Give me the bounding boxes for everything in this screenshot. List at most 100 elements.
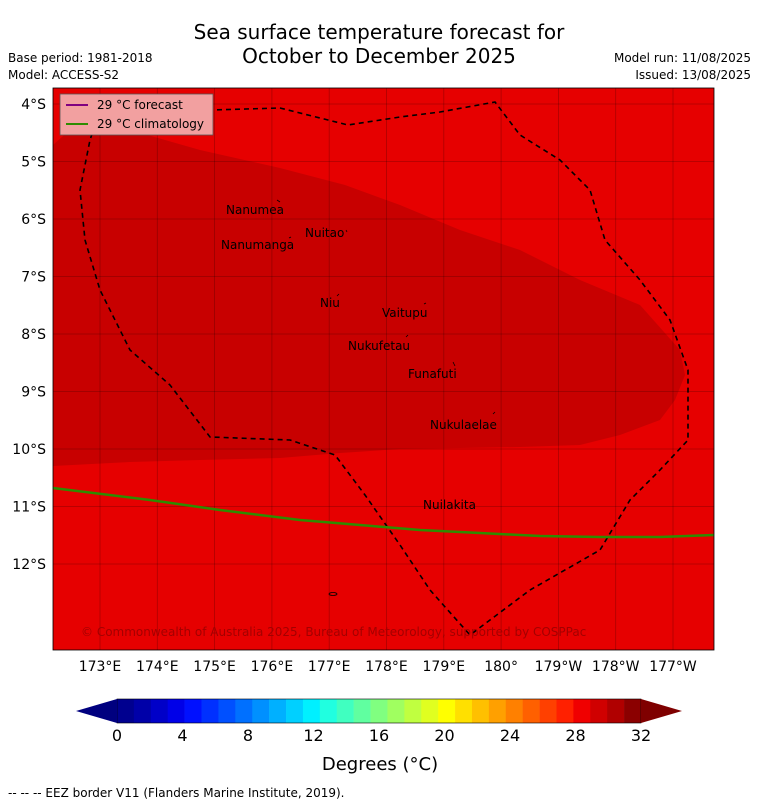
colorbar-cell: [201, 699, 219, 723]
island-label: Nuilakita: [423, 498, 476, 512]
colorbar-cell: [252, 699, 270, 723]
lon-tick-label: 180°: [484, 659, 518, 675]
lon-tick-label: 177°W: [649, 659, 697, 675]
island-label: Nuitao: [305, 226, 344, 240]
colorbar-cell: [387, 699, 405, 723]
colorbar-cell: [624, 699, 642, 723]
colorbar-cell: [404, 699, 422, 723]
colorbar-tick-label: 16: [369, 726, 389, 745]
island-marker-nukulaelae: [492, 411, 496, 415]
colorbar-label: Degrees (°C): [322, 754, 438, 775]
colorbar-under-arrow: [76, 699, 117, 723]
colorbar-cell: [421, 699, 439, 723]
lon-tick-label: 178°E: [365, 659, 408, 675]
colorbar-tick-label: 12: [303, 726, 323, 745]
forecast-legend-label: 29 °C forecast: [97, 98, 183, 112]
model-name: Model: ACCESS-S2: [8, 68, 120, 82]
colorbar-cell: [269, 699, 287, 723]
colorbar-cell: [471, 699, 490, 723]
colorbar-cell: [184, 699, 202, 723]
gridlines: [53, 88, 714, 650]
lon-tick-label: 177°E: [308, 659, 351, 675]
lat-tick-label: 9°S: [21, 385, 46, 401]
colorbar-cell: [336, 699, 354, 723]
colorbar-tick-label: 20: [434, 726, 454, 745]
colorbar-cell: [302, 699, 321, 723]
lat-tick-label: 11°S: [12, 500, 46, 516]
colorbar-cell: [218, 699, 236, 723]
lon-tick-label: 179°E: [423, 659, 466, 675]
lat-tick-label: 4°S: [21, 97, 46, 113]
colorbar-tick-label: 28: [565, 726, 585, 745]
colorbar-cell: [235, 699, 253, 723]
colorbar-cells: [116, 698, 642, 724]
colorbar-cell: [167, 699, 185, 723]
colorbar-tick-label: 8: [243, 726, 253, 745]
lat-tick-label: 7°S: [21, 270, 46, 286]
copyright-notice: © Commonwealth of Australia 2025, Bureau…: [81, 625, 586, 639]
island-label: Nanumea: [226, 203, 284, 217]
eez-border: [79, 101, 689, 637]
colorbar-over-arrow: [641, 699, 682, 723]
island-label: Nukufetau: [348, 339, 410, 353]
map-frame: [52, 87, 715, 651]
island-marker-vaitupu: [423, 302, 427, 305]
island-marker-reef: [328, 592, 338, 596]
legend-box: [59, 93, 214, 136]
lat-tick-label: 6°S: [21, 212, 46, 228]
meta-right: Model run: 11/08/2025 Issued: 13/08/2025: [614, 50, 751, 84]
warm-zone-region: [53, 112, 685, 466]
island-label: Funafuti: [408, 367, 457, 381]
title-line-1: Sea surface temperature forecast for: [193, 20, 565, 44]
island-marker-nanumea: [276, 199, 281, 203]
colorbar-cell: [286, 699, 304, 723]
colorbar-cell: [353, 699, 371, 723]
colorbar-cell: [150, 699, 169, 723]
lat-tick-label: 12°S: [12, 557, 46, 573]
island-label: Nanumanga: [221, 238, 294, 252]
model-run: Model run: 11/08/2025: [613, 51, 751, 65]
colorbar-cell: [370, 699, 388, 723]
lon-tick-label: 179°W: [535, 659, 583, 675]
lat-tick-label: 5°S: [21, 155, 46, 171]
colorbar-cell: [455, 699, 473, 723]
lat-tick-label: 10°S: [12, 442, 46, 458]
lon-tick-label: 178°W: [592, 659, 640, 675]
lon-tick-label: 175°E: [193, 659, 236, 675]
island-marker-nanumanga: [288, 236, 292, 239]
colorbar-cell: [488, 699, 507, 723]
map-legend: 29 °C forecast 29 °C climatology: [59, 93, 214, 136]
title-line-2: October to December 2025: [242, 44, 516, 68]
colorbar-cell: [590, 699, 608, 723]
island-marker-funafuti: [452, 361, 456, 367]
colorbar-cell: [133, 699, 152, 723]
lon-tick-label: 174°E: [136, 659, 179, 675]
colorbar-cell: [539, 699, 557, 723]
island-marker-niu: [336, 293, 340, 297]
colorbar-tick-label: 32: [631, 726, 651, 745]
island-label: Vaitupu: [382, 306, 428, 320]
map-title: Sea surface temperature forecast for Oct…: [0, 20, 758, 68]
colorbar-cell: [438, 699, 456, 723]
island-marker-nukufetau: [405, 334, 409, 338]
colorbar-cell: [556, 699, 574, 723]
longitude-labels: 173°E 174°E 175°E 176°E 177°E 178°E 179°E 180° 1…: [79, 659, 697, 675]
map-panel: Nanumea Nuitao Nanumanga Niu Vaitupu Nuk…: [52, 87, 715, 651]
island-label: Niu: [320, 296, 340, 310]
footer-note: -- -- -- EEZ border V11 (Flanders Marine…: [8, 786, 345, 800]
meta-left: Base period: 1981-2018 Model: ACCESS-S2: [8, 50, 153, 84]
latitude-labels: 4°S 5°S 6°S 7°S 8°S 9°S 10°S 11°S 12°S: [12, 97, 46, 573]
island-label: Nukulaelae: [430, 418, 497, 432]
climatology-legend-label: 29 °C climatology: [97, 117, 204, 131]
island-marker-nuitao: [345, 229, 348, 233]
lat-tick-label: 8°S: [21, 327, 46, 343]
lon-tick-label: 173°E: [79, 659, 122, 675]
colorbar-cell: [117, 699, 135, 723]
climatology-29c-line: [52, 486, 715, 539]
colorbar-tick-label: 0: [112, 726, 122, 745]
colorbar-tick-label: 4: [177, 726, 187, 745]
colorbar-tick-label: 24: [500, 726, 520, 745]
island-markers: [276, 199, 496, 596]
colorbar-cell: [573, 699, 591, 723]
